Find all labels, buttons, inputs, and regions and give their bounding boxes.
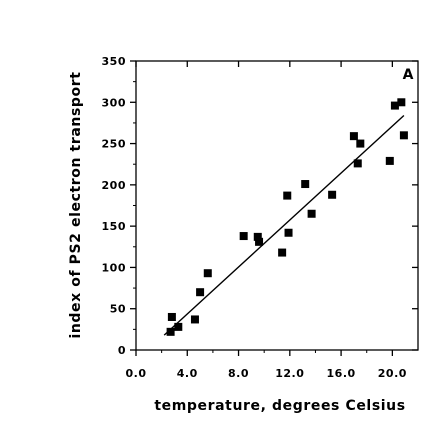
data-point-12 <box>301 180 310 189</box>
y-tick-label-2: 100 <box>102 261 126 274</box>
data-point-17 <box>356 139 365 148</box>
data-point-7 <box>253 232 262 241</box>
x-tick-label-3: 12.0 <box>275 367 304 380</box>
data-point-2 <box>174 322 183 331</box>
panel-label: A <box>403 67 414 83</box>
y-tick-label-4: 200 <box>102 179 126 192</box>
tick-labels: 0 50 100 150 200 250 300 350 0.0 4.0 8.0 12.0 16.0 20… <box>102 55 407 380</box>
data-point-1 <box>167 312 176 321</box>
data-point-9 <box>278 248 287 257</box>
data-point-10 <box>283 191 292 200</box>
y-tick-label-0: 0 <box>118 344 126 357</box>
data-point-4 <box>196 288 205 297</box>
y-tick-label-3: 150 <box>102 220 126 233</box>
data-point-21 <box>399 131 408 140</box>
plot-frame <box>135 60 419 351</box>
data-point-3 <box>190 315 199 324</box>
data-point-14 <box>328 190 337 199</box>
x-tick-label-5: 20.0 <box>378 367 407 380</box>
x-axis-title: temperature, degrees Celsius <box>154 398 405 414</box>
y-tick-label-6: 300 <box>102 96 126 109</box>
data-point-20 <box>397 98 406 107</box>
trend-line <box>163 114 405 336</box>
x-tick-label-0: 0.0 <box>126 367 147 380</box>
data-point-16 <box>353 159 362 168</box>
data-point-0 <box>166 327 175 336</box>
y-tick-label-5: 250 <box>102 138 126 151</box>
data-point-11 <box>284 228 293 237</box>
data-point-8 <box>255 237 264 246</box>
data-point-5 <box>203 269 212 278</box>
x-tick-label-2: 8.0 <box>228 367 249 380</box>
y-tick-label-7: 350 <box>102 55 126 68</box>
data-point-15 <box>349 132 358 141</box>
data-point-6 <box>239 232 248 241</box>
data-point-19 <box>390 101 399 110</box>
tick-marks <box>130 60 418 356</box>
data-point-13 <box>307 209 316 218</box>
axes <box>135 60 419 351</box>
y-tick-label-1: 50 <box>110 303 126 316</box>
x-tick-label-4: 16.0 <box>327 367 356 380</box>
y-axis-title: index of PS2 electron transport <box>68 71 84 338</box>
data-points <box>166 98 408 336</box>
trend-line-group <box>163 114 405 336</box>
data-point-18 <box>385 156 394 165</box>
x-tick-label-1: 4.0 <box>177 367 198 380</box>
